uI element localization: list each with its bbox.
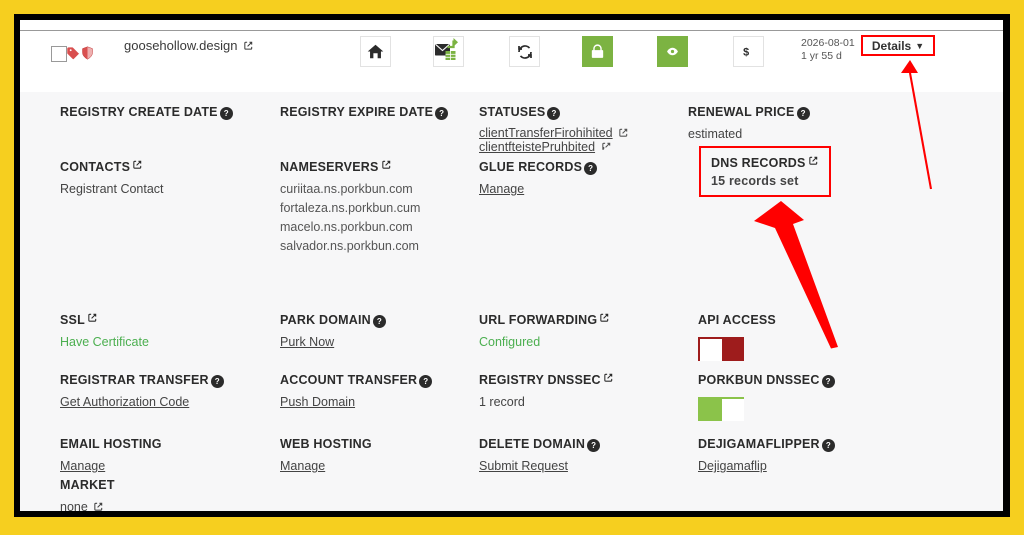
- svg-text:$: $: [743, 46, 749, 58]
